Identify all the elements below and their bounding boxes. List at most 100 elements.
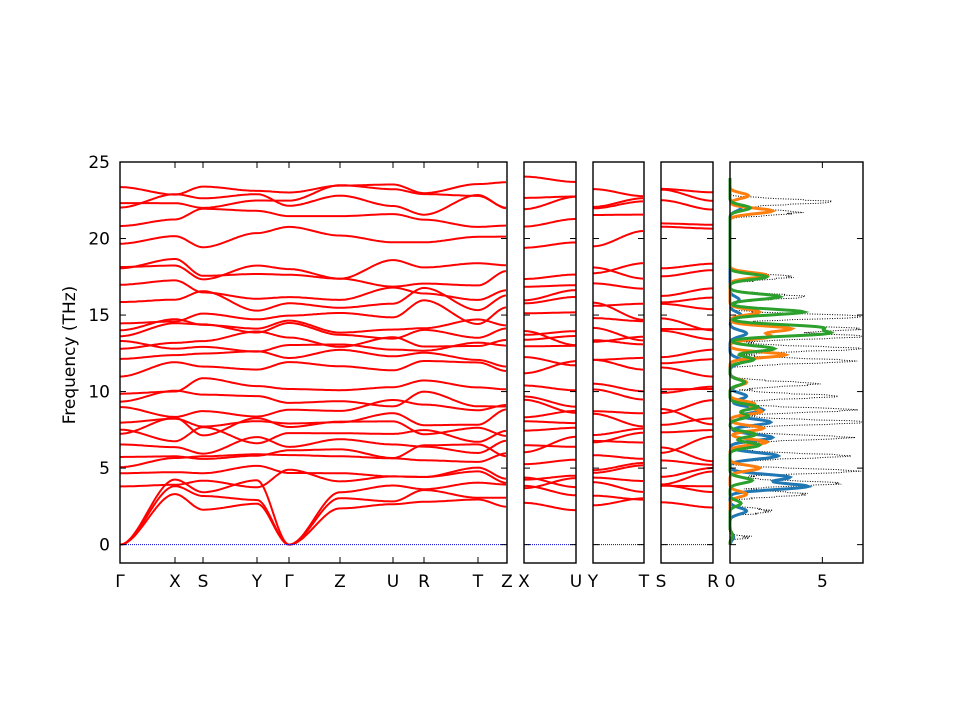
band-line [524, 384, 576, 392]
band-line [524, 426, 576, 432]
band-line [593, 200, 643, 210]
band-line [120, 264, 507, 288]
kpoint-label: T [472, 572, 484, 592]
kpoint-label: Y [587, 572, 599, 592]
band-line [661, 296, 713, 304]
band-line [593, 197, 644, 208]
panel-frame-xu [523, 161, 577, 564]
band-line [120, 408, 507, 428]
band-line [120, 360, 507, 378]
band-line [524, 501, 577, 512]
band-line [120, 348, 507, 368]
band-line [593, 462, 643, 472]
dos-frame [729, 161, 864, 564]
band-line [660, 484, 713, 493]
y-tick-label: 10 [88, 383, 110, 403]
band-line [120, 464, 507, 480]
band-line [593, 356, 643, 361]
band-line [593, 302, 643, 307]
band-line [661, 385, 713, 394]
band-line [661, 222, 713, 226]
panel-frame-yt [592, 161, 645, 564]
band-panel-xu [523, 175, 577, 546]
kpoint-label: Z [334, 572, 346, 592]
band-line [524, 356, 577, 367]
band-line [524, 330, 576, 336]
band-line [120, 207, 506, 228]
y-tick-label: 5 [99, 459, 110, 479]
band-line [524, 311, 576, 315]
band-line [120, 184, 507, 209]
band-line [120, 389, 506, 408]
band-line [120, 399, 507, 418]
band-line [593, 494, 643, 501]
band-line [661, 399, 713, 415]
band-line [524, 273, 577, 280]
band-line [593, 266, 644, 280]
y-tick-label: 20 [88, 230, 110, 250]
band-line [120, 225, 506, 249]
y-tick-label: 25 [88, 153, 110, 173]
band-line [524, 395, 576, 408]
kpoint-label: T [638, 572, 650, 592]
y-tick-label: 0 [99, 536, 110, 556]
band-line [120, 181, 507, 196]
y-axis-label: Frequency (THz) [60, 286, 80, 425]
band-line [120, 330, 507, 350]
band-line [120, 286, 507, 312]
panel-frame-sr [660, 161, 714, 564]
band-line [660, 188, 714, 202]
band-line [523, 435, 577, 454]
band-line [524, 344, 576, 348]
band-panel-sr [660, 187, 714, 546]
band-line [592, 335, 643, 343]
band-panel-main [119, 181, 507, 546]
band-line [660, 429, 713, 434]
band-line [660, 459, 713, 466]
band-line [523, 295, 577, 305]
band-line [593, 262, 643, 275]
band-line [119, 416, 507, 437]
band-line [593, 427, 643, 436]
kpoint-label: Γ [284, 572, 294, 592]
band-line [592, 326, 644, 342]
band-line [660, 501, 713, 509]
band-line [660, 408, 713, 426]
dos-x-tick-label: 0 [725, 572, 736, 592]
band-line [593, 410, 643, 415]
band-line [523, 476, 576, 489]
band-line [660, 470, 714, 486]
band-line [524, 474, 576, 481]
band-line [119, 493, 507, 546]
band-line [593, 464, 643, 474]
band-line [593, 476, 643, 482]
band-line [593, 454, 644, 460]
band-line [593, 188, 644, 198]
kpoint-label: Y [251, 572, 263, 592]
phonon-bands-layer [119, 175, 714, 546]
band-line [661, 446, 714, 463]
band-line [592, 481, 644, 493]
band-line [660, 467, 713, 478]
band-line [524, 217, 577, 228]
band-line [524, 241, 577, 249]
band-line [119, 426, 507, 445]
band-line [660, 269, 713, 278]
kpoint-label: U [387, 572, 399, 592]
band-line [660, 302, 714, 311]
band-line [120, 279, 507, 301]
band-line [524, 335, 576, 341]
kpoint-label: R [418, 572, 430, 592]
band-line [120, 452, 507, 469]
band-line [593, 382, 644, 393]
band-line [119, 478, 507, 546]
band-line [592, 412, 644, 428]
band-line [524, 284, 576, 288]
band-line [660, 358, 713, 365]
band-line [120, 436, 507, 455]
band-line [592, 230, 644, 248]
band-line [120, 468, 507, 489]
band-line [120, 443, 507, 460]
